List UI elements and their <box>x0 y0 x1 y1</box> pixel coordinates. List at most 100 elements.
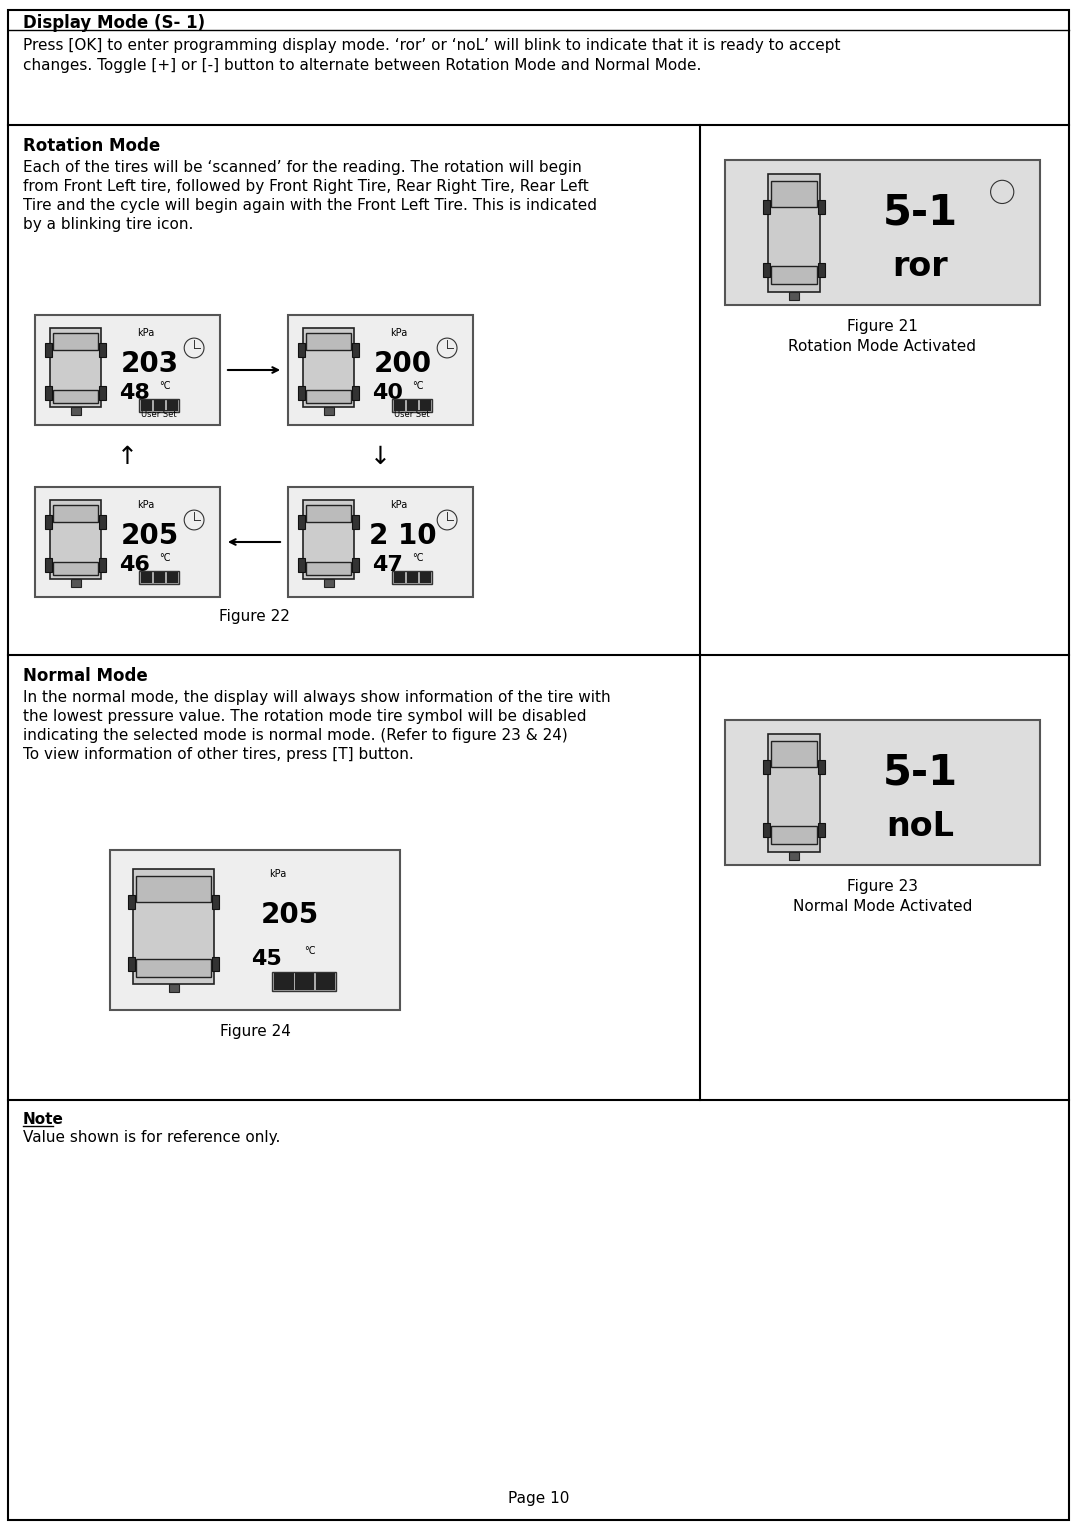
Text: 47: 47 <box>373 555 404 575</box>
Bar <box>167 400 179 411</box>
Bar <box>275 973 294 990</box>
Text: Note: Note <box>23 1112 64 1128</box>
Bar <box>53 390 98 402</box>
Bar <box>392 570 432 584</box>
Text: 205: 205 <box>261 902 319 929</box>
Bar <box>212 894 220 909</box>
Bar <box>169 984 179 992</box>
Bar <box>99 515 107 529</box>
Text: Press [OK] to enter programming display mode. ‘ror’ or ‘noL’ will blink to indic: Press [OK] to enter programming display … <box>23 38 840 53</box>
Text: ↑: ↑ <box>117 445 138 469</box>
Text: kPa: kPa <box>137 500 154 510</box>
Text: 200: 200 <box>374 350 432 379</box>
Text: °C: °C <box>411 553 423 562</box>
Bar <box>764 824 770 837</box>
Bar <box>725 720 1040 865</box>
Bar <box>71 579 81 587</box>
Bar <box>304 500 354 579</box>
Bar <box>306 390 351 402</box>
Bar <box>141 400 152 411</box>
Bar <box>154 400 165 411</box>
Text: To view information of other tires, press [T] button.: To view information of other tires, pres… <box>23 747 414 762</box>
Bar <box>298 515 305 529</box>
Text: ↓: ↓ <box>370 445 391 469</box>
Bar <box>352 387 360 400</box>
Bar <box>771 266 817 284</box>
Bar <box>764 759 770 773</box>
Bar <box>288 487 473 597</box>
Bar <box>45 558 52 571</box>
Bar <box>352 515 360 529</box>
Text: Tire and the cycle will begin again with the Front Left Tire. This is indicated: Tire and the cycle will begin again with… <box>23 199 597 212</box>
Text: kPa: kPa <box>269 869 286 879</box>
Bar <box>71 408 81 416</box>
Bar <box>99 387 107 400</box>
Bar <box>137 960 211 978</box>
Bar <box>53 562 98 575</box>
Text: kPa: kPa <box>390 329 407 338</box>
Bar <box>725 160 1040 306</box>
Bar <box>288 315 473 425</box>
Text: Page 10: Page 10 <box>508 1491 569 1507</box>
Bar <box>128 894 136 909</box>
Text: 203: 203 <box>121 350 179 379</box>
Text: Rotation Mode Activated: Rotation Mode Activated <box>788 339 977 354</box>
Text: User Set: User Set <box>394 410 430 419</box>
Text: °C: °C <box>159 380 170 391</box>
Bar <box>819 263 825 277</box>
Bar <box>99 344 107 358</box>
Bar <box>819 200 825 214</box>
Bar <box>34 315 220 425</box>
Bar <box>134 869 214 984</box>
Text: changes. Toggle [+] or [-] button to alternate between Rotation Mode and Normal : changes. Toggle [+] or [-] button to alt… <box>23 58 701 73</box>
Text: User Set: User Set <box>141 410 177 419</box>
Bar <box>316 973 335 990</box>
Bar <box>764 200 770 214</box>
Bar <box>324 408 334 416</box>
Text: °C: °C <box>305 946 316 957</box>
Bar <box>352 558 360 571</box>
Bar <box>99 558 107 571</box>
Bar <box>407 571 418 582</box>
Bar <box>407 400 418 411</box>
Text: 45: 45 <box>251 949 282 969</box>
Bar <box>420 571 431 582</box>
Bar <box>45 344 52 358</box>
Text: Display Mode (S- 1): Display Mode (S- 1) <box>23 14 205 32</box>
Text: kPa: kPa <box>137 329 154 338</box>
Text: 205: 205 <box>121 523 179 550</box>
Bar <box>768 733 821 851</box>
Text: noL: noL <box>886 810 954 843</box>
Text: Each of the tires will be ‘scanned’ for the reading. The rotation will begin: Each of the tires will be ‘scanned’ for … <box>23 160 582 176</box>
Text: °C: °C <box>159 553 170 562</box>
Bar <box>789 851 799 859</box>
Bar <box>352 344 360 358</box>
Bar <box>764 263 770 277</box>
Text: 48: 48 <box>120 384 151 403</box>
Text: Figure 22: Figure 22 <box>219 610 290 623</box>
Bar <box>141 571 152 582</box>
Bar <box>768 174 821 292</box>
Bar <box>771 825 817 845</box>
Text: Figure 21: Figure 21 <box>848 319 918 335</box>
Text: 5-1: 5-1 <box>883 752 957 795</box>
Text: by a blinking tire icon.: by a blinking tire icon. <box>23 217 194 232</box>
Text: 2 10: 2 10 <box>369 523 436 550</box>
Bar <box>128 957 136 970</box>
Bar <box>324 579 334 587</box>
Text: Normal Mode: Normal Mode <box>23 668 148 685</box>
Text: °C: °C <box>411 380 423 391</box>
Text: Normal Mode Activated: Normal Mode Activated <box>793 898 973 914</box>
Bar <box>298 387 305 400</box>
Text: from Front Left tire, followed by Front Right Tire, Rear Right Tire, Rear Left: from Front Left tire, followed by Front … <box>23 179 589 194</box>
Bar <box>420 400 431 411</box>
Text: 5-1: 5-1 <box>883 193 957 234</box>
Bar <box>789 292 799 299</box>
Bar <box>295 973 314 990</box>
Text: indicating the selected mode is normal mode. (Refer to figure 23 & 24): indicating the selected mode is normal m… <box>23 727 568 743</box>
Text: In the normal mode, the display will always show information of the tire with: In the normal mode, the display will alw… <box>23 691 611 704</box>
Bar <box>298 558 305 571</box>
Bar <box>51 500 101 579</box>
Bar <box>139 570 179 584</box>
Text: Rotation Mode: Rotation Mode <box>23 138 160 154</box>
